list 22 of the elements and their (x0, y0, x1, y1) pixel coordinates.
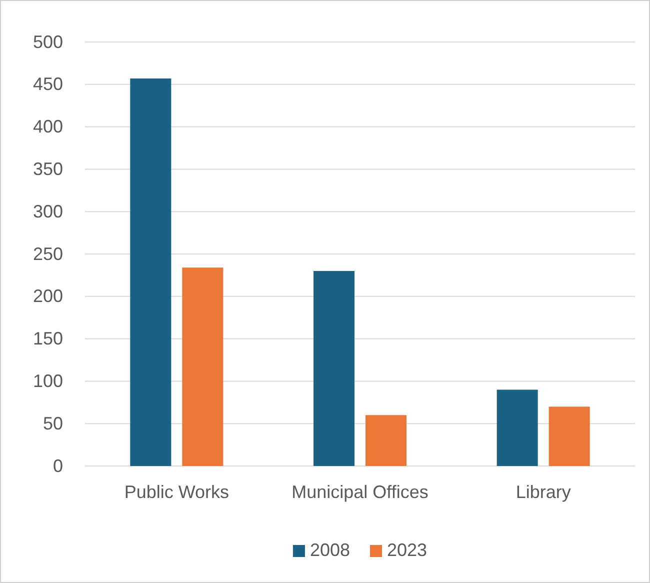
legend-label: 2008 (310, 540, 350, 560)
y-tick-label: 350 (32, 158, 63, 179)
bar (366, 415, 406, 466)
y-tick-label: 100 (32, 370, 63, 391)
y-tick-label: 450 (32, 74, 63, 94)
y-tick-label: 150 (32, 328, 63, 349)
bar (496, 390, 538, 466)
y-tick-label: 250 (32, 244, 63, 264)
y-tick-label: 500 (32, 32, 63, 52)
y-tick-label: 300 (32, 201, 63, 222)
x-tick-label: Public Works (124, 482, 230, 502)
x-tick-label: Library (516, 482, 571, 502)
bar (314, 270, 354, 466)
bar (182, 268, 224, 466)
y-tick-label: 200 (32, 286, 63, 306)
bar (130, 78, 172, 466)
y-tick-label: 50 (42, 413, 63, 434)
x-tick-label: Municipal Offices (292, 482, 428, 502)
y-tick-label: 0 (52, 456, 63, 476)
bar (548, 406, 590, 466)
legend-label: 2023 (387, 540, 428, 560)
y-tick-label: 400 (32, 116, 63, 137)
